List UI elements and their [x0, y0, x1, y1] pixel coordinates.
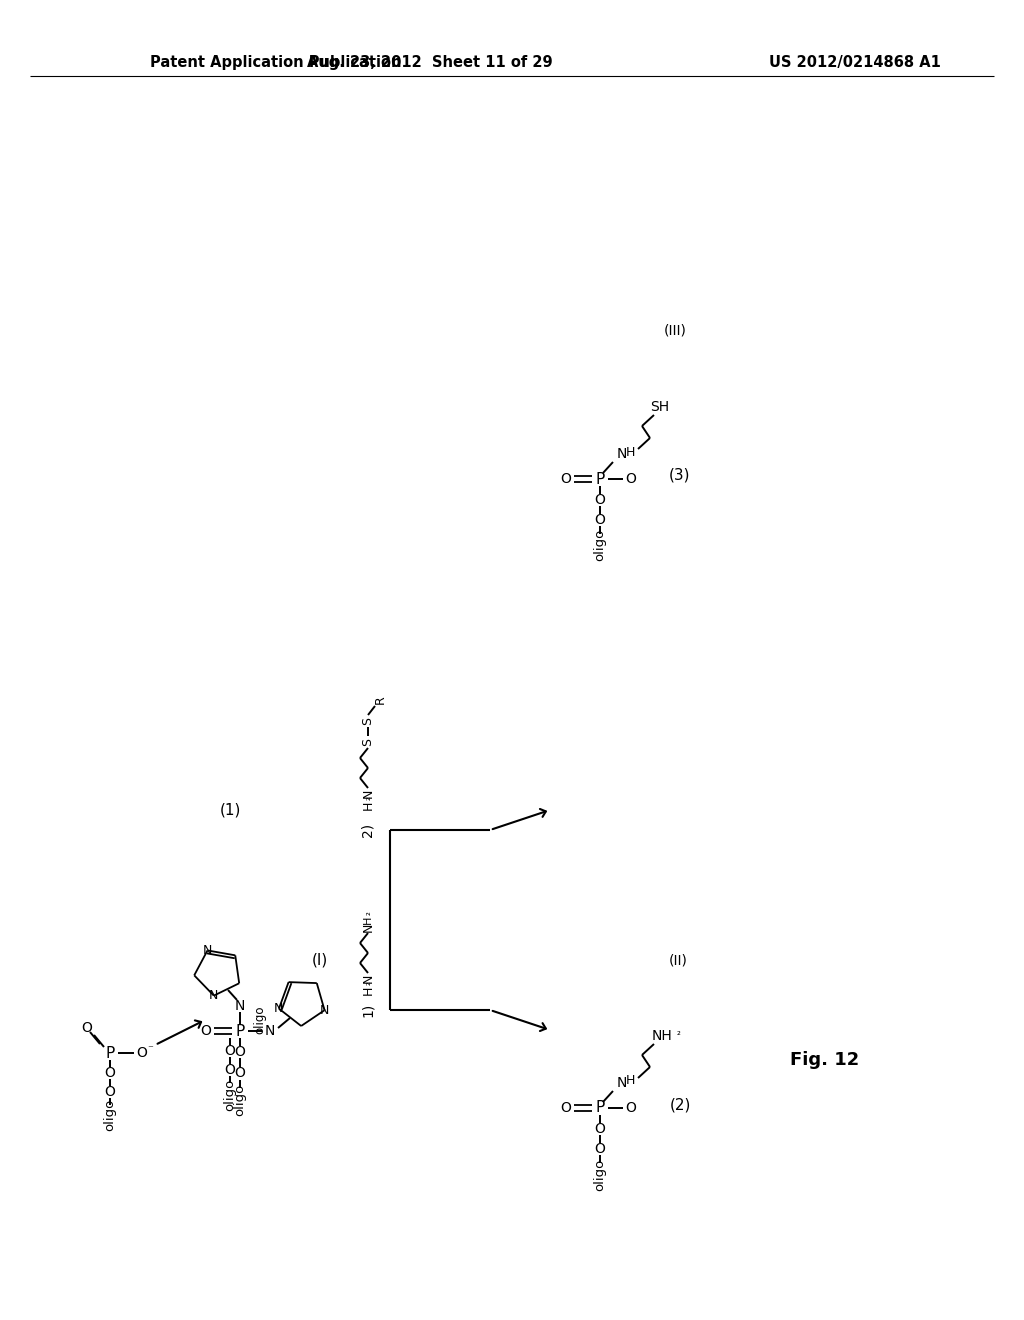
Text: O: O	[234, 1067, 246, 1080]
Text: S: S	[361, 738, 375, 746]
Text: N: N	[319, 1003, 330, 1016]
Text: Aug. 23, 2012  Sheet 11 of 29: Aug. 23, 2012 Sheet 11 of 29	[307, 54, 553, 70]
Text: O: O	[595, 1122, 605, 1137]
Text: P: P	[236, 1023, 245, 1039]
Text: S: S	[361, 717, 375, 725]
Text: O: O	[234, 1045, 246, 1059]
Text: O: O	[595, 513, 605, 527]
Text: H: H	[361, 985, 375, 995]
Text: (2): (2)	[670, 1097, 690, 1113]
Text: N: N	[274, 1002, 284, 1015]
Text: N: N	[265, 1024, 275, 1038]
Text: O: O	[595, 1142, 605, 1156]
Text: O: O	[626, 1101, 637, 1115]
Text: N: N	[616, 447, 627, 461]
Text: oligo: oligo	[254, 1006, 266, 1035]
Text: O: O	[224, 1063, 236, 1077]
Text: N: N	[209, 989, 218, 1002]
Text: ₂: ₂	[362, 911, 373, 915]
Text: oligo: oligo	[233, 1084, 247, 1117]
Text: H: H	[626, 1074, 635, 1088]
Text: P: P	[105, 1045, 115, 1060]
Text: R: R	[374, 696, 386, 705]
Text: O: O	[136, 1045, 147, 1060]
Text: SH: SH	[650, 400, 670, 414]
Text: N: N	[234, 999, 245, 1012]
Text: 1): 1)	[361, 1003, 375, 1018]
Text: O: O	[82, 1020, 92, 1035]
Text: N: N	[203, 944, 212, 957]
Text: N: N	[616, 1076, 627, 1090]
Text: oligo: oligo	[594, 529, 606, 561]
Text: (1): (1)	[219, 803, 241, 817]
Text: O: O	[201, 1024, 211, 1038]
Text: O: O	[560, 1101, 571, 1115]
Text: 2): 2)	[361, 822, 375, 837]
Text: (3): (3)	[670, 467, 691, 483]
Text: H: H	[626, 446, 635, 458]
Text: ₂: ₂	[362, 981, 373, 985]
Text: N: N	[361, 923, 375, 932]
Text: NH: NH	[651, 1030, 673, 1043]
Text: H: H	[361, 800, 375, 809]
Text: ⁻: ⁻	[147, 1044, 153, 1053]
Text: O: O	[224, 1044, 236, 1059]
Text: O: O	[626, 473, 637, 486]
Text: P: P	[595, 1101, 604, 1115]
Text: H: H	[362, 916, 373, 924]
Text: N: N	[361, 788, 375, 797]
Text: Patent Application Publication: Patent Application Publication	[150, 54, 401, 70]
Text: ₂: ₂	[362, 796, 373, 800]
Text: Fig. 12: Fig. 12	[790, 1051, 859, 1069]
Text: oligo: oligo	[103, 1098, 117, 1131]
Text: oligo: oligo	[594, 1159, 606, 1191]
Text: O: O	[104, 1067, 116, 1080]
Text: oligo: oligo	[223, 1078, 237, 1111]
Text: (II): (II)	[669, 953, 687, 968]
Text: O: O	[595, 492, 605, 507]
Text: O: O	[560, 473, 571, 486]
Text: (III): (III)	[664, 323, 686, 337]
Text: O: O	[104, 1085, 116, 1100]
Text: ₂: ₂	[677, 1027, 681, 1038]
Text: P: P	[595, 471, 604, 487]
Text: US 2012/0214868 A1: US 2012/0214868 A1	[769, 54, 941, 70]
Text: N: N	[361, 973, 375, 982]
Text: (I): (I)	[312, 953, 328, 968]
